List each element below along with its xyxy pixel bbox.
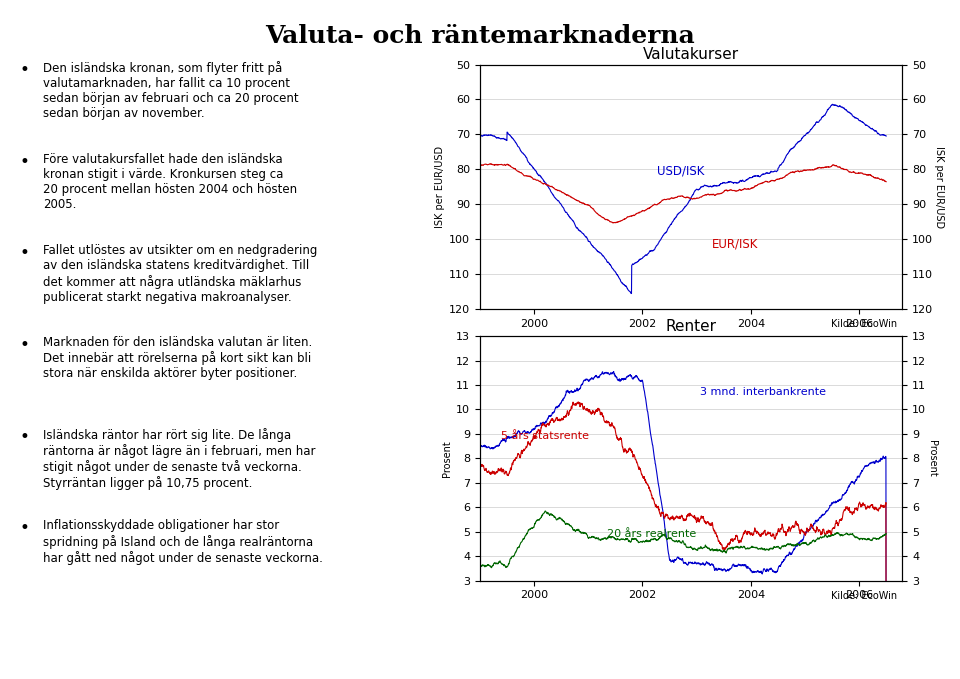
Text: •: • xyxy=(19,153,29,171)
Text: •: • xyxy=(19,244,29,263)
Text: •: • xyxy=(19,428,29,446)
Text: EUR/ISK: EUR/ISK xyxy=(712,238,758,251)
Text: Valuta- och räntemarknaderna: Valuta- och räntemarknaderna xyxy=(265,24,695,48)
Text: 5 års statsrente: 5 års statsrente xyxy=(501,430,589,441)
Text: USD/ISK: USD/ISK xyxy=(658,164,705,177)
Text: Kilde: EcoWin: Kilde: EcoWin xyxy=(831,319,898,329)
Text: Fallet utlöstes av utsikter om en nedgradering
av den isländska statens kreditvä: Fallet utlöstes av utsikter om en nedgra… xyxy=(43,244,318,304)
Y-axis label: Prosent: Prosent xyxy=(927,440,937,477)
Text: 3 mnd. interbankrente: 3 mnd. interbankrente xyxy=(700,387,826,397)
Text: Isländska räntor har rört sig lite. De långa
räntorna är något lägre än i februa: Isländska räntor har rört sig lite. De l… xyxy=(43,428,316,490)
Y-axis label: ISK per EUR/USD: ISK per EUR/USD xyxy=(435,146,445,227)
Title: Renter: Renter xyxy=(665,318,717,333)
Text: •: • xyxy=(19,336,29,354)
Text: •: • xyxy=(19,61,29,79)
Y-axis label: Prosent: Prosent xyxy=(442,440,452,477)
Text: Före valutakursfallet hade den isländska
kronan stigit i värde. Kronkursen steg : Före valutakursfallet hade den isländska… xyxy=(43,153,298,210)
Y-axis label: ISK per EUR/USD: ISK per EUR/USD xyxy=(934,146,945,227)
Title: Valutakurser: Valutakurser xyxy=(643,47,739,62)
Text: Den isländska kronan, som flyter fritt på
valutamarknaden, har fallit ca 10 proc: Den isländska kronan, som flyter fritt p… xyxy=(43,61,299,120)
Text: Inflationsskyddade obligationer har stor
spridning på Island och de långa realrä: Inflationsskyddade obligationer har stor… xyxy=(43,519,324,565)
Text: 20 års realrente: 20 års realrente xyxy=(607,528,696,538)
Text: Kilde: EcoWin: Kilde: EcoWin xyxy=(831,591,898,601)
Text: Marknaden för den isländska valutan är liten.
Det innebär att rörelserna på kort: Marknaden för den isländska valutan är l… xyxy=(43,336,312,380)
Text: •: • xyxy=(19,519,29,538)
